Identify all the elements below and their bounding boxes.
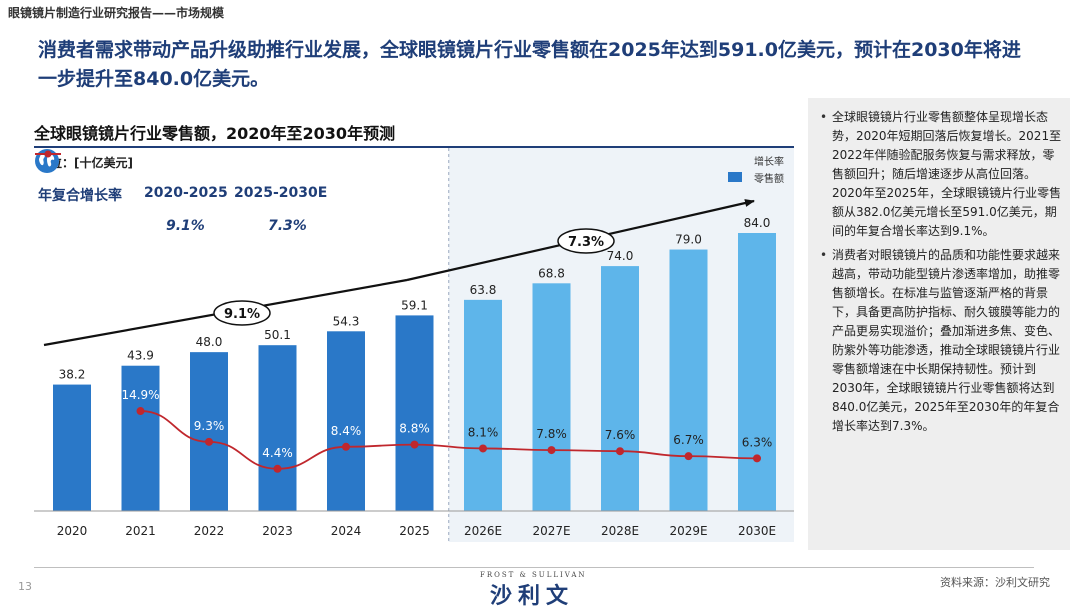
cagr-badge (213, 300, 271, 326)
cagr-label: 年复合增长率 (38, 188, 122, 204)
growth-rate-label: 7.6% (605, 428, 636, 442)
growth-rate-point (342, 442, 350, 451)
growth-rate-point (753, 454, 761, 463)
bar-value-label: 38.2 (59, 368, 86, 382)
legend-sales-label: 零售额 (754, 174, 784, 185)
growth-rate-point (479, 444, 487, 453)
x-tick-label: 2029E (669, 524, 707, 538)
bar (601, 266, 639, 511)
x-tick-label: 2030E (738, 524, 776, 538)
retail-sales-chart: 38.2 2020 43.9 2021 48.0 2022 50.1 2023 54.3 2024… (34, 148, 794, 542)
growth-rate-label: 6.3% (742, 435, 773, 449)
source-note: 资料来源：沙利文研究 (940, 576, 1050, 589)
commentary-bullet: 消费者对眼镜镜片的品质和功能性要求越来越高，带动功能型镜片渗透率增加，助推零售额… (820, 246, 1062, 436)
growth-rate-label: 8.4% (331, 424, 362, 438)
growth-rate-point (273, 464, 282, 473)
bar (395, 315, 434, 511)
bar-value-label: 63.8 (470, 283, 497, 297)
logo: 沙利文 (490, 584, 575, 609)
growth-rate-label: 8.1% (468, 425, 499, 439)
bar-value-label: 48.0 (196, 335, 223, 349)
bar-value-label: 74.0 (607, 249, 634, 263)
cagr-badge-label: 7.3% (568, 235, 604, 250)
bar (327, 331, 365, 511)
x-tick-label: 2021 (125, 524, 156, 538)
growth-rate-point (205, 437, 213, 446)
growth-rate-label: 8.8% (399, 422, 430, 436)
bar (738, 233, 776, 511)
bar-value-label: 79.0 (675, 233, 702, 247)
cagr-badge (557, 228, 615, 254)
growth-rate-label: 14.9% (121, 388, 159, 402)
x-tick-label: 2026E (464, 524, 502, 538)
growth-rate-label: 6.7% (673, 433, 704, 447)
bar-value-label: 68.8 (538, 266, 565, 280)
bar (669, 249, 708, 512)
legend-sales-swatch (728, 172, 742, 182)
page-number: 13 (18, 580, 32, 593)
footer-divider (34, 567, 1034, 568)
bar-value-label: 59.1 (401, 298, 428, 312)
growth-rate-label: 7.8% (536, 427, 567, 441)
legend-growth-swatch (35, 150, 61, 158)
chart-area: 38.2 2020 43.9 2021 48.0 2022 50.1 2023 54.3 2024… (34, 148, 794, 552)
growth-rate-point (410, 440, 419, 449)
cagr-value-2020-2025: 9.1% (166, 218, 205, 234)
commentary-bullet: 全球眼镜镜片行业零售额整体呈现增长态势，2020年短期回落后恢复增长。2021至… (820, 108, 1062, 241)
commentary-panel: 全球眼镜镜片行业零售额整体呈现增长态势，2020年短期回落后恢复增长。2021至… (808, 98, 1070, 550)
page-headline: 消费者需求带动产品升级助推行业发展，全球眼镜镜片行业零售额在2025年达到591… (38, 39, 1021, 90)
x-tick-label: 2025 (399, 524, 430, 538)
x-tick-label: 2024 (331, 524, 362, 538)
growth-rate-point (616, 447, 624, 456)
x-tick-label: 2028E (601, 524, 639, 538)
growth-rate-line (140, 410, 758, 470)
cagr-period-2020-2025: 2020-2025 (144, 185, 228, 201)
x-tick-label: 2022 (194, 524, 225, 538)
growth-rate-point (136, 407, 145, 416)
bar (464, 299, 502, 511)
bar (121, 365, 160, 511)
x-tick-label: 2027E (532, 524, 570, 538)
x-tick-label: 2020 (57, 524, 88, 538)
bar (532, 283, 571, 511)
growth-rate-point (684, 452, 693, 461)
chart-title-rule (34, 146, 794, 148)
growth-rate-label: 4.4% (262, 446, 293, 460)
growth-rate-label: 9.3% (194, 419, 225, 433)
bar (258, 345, 297, 511)
bar (190, 352, 228, 511)
cagr-badge-label: 9.1% (224, 307, 260, 322)
unit-label: 单位：[十亿美元] (38, 156, 133, 170)
logo-wordmark: FROST & SULLIVAN (480, 571, 587, 579)
bar-value-label: 84.0 (744, 216, 771, 230)
bar-value-label: 43.9 (127, 349, 154, 363)
x-tick-label: 2023 (262, 524, 293, 538)
bar-value-label: 50.1 (264, 328, 291, 342)
header-title: 眼镜镜片制造行业研究报告——市场规模 (8, 6, 225, 20)
cagr-value-2025-2030: 7.3% (268, 218, 307, 234)
legend-growth-label: 增长率 (754, 157, 784, 168)
chart-title: 全球眼镜镜片行业零售额，2020年至2030年预测 (34, 124, 396, 143)
bar-value-label: 54.3 (333, 314, 360, 328)
bar (53, 384, 91, 511)
cagr-period-2025-2030: 2025-2030E (234, 185, 328, 201)
growth-rate-point (547, 446, 556, 455)
